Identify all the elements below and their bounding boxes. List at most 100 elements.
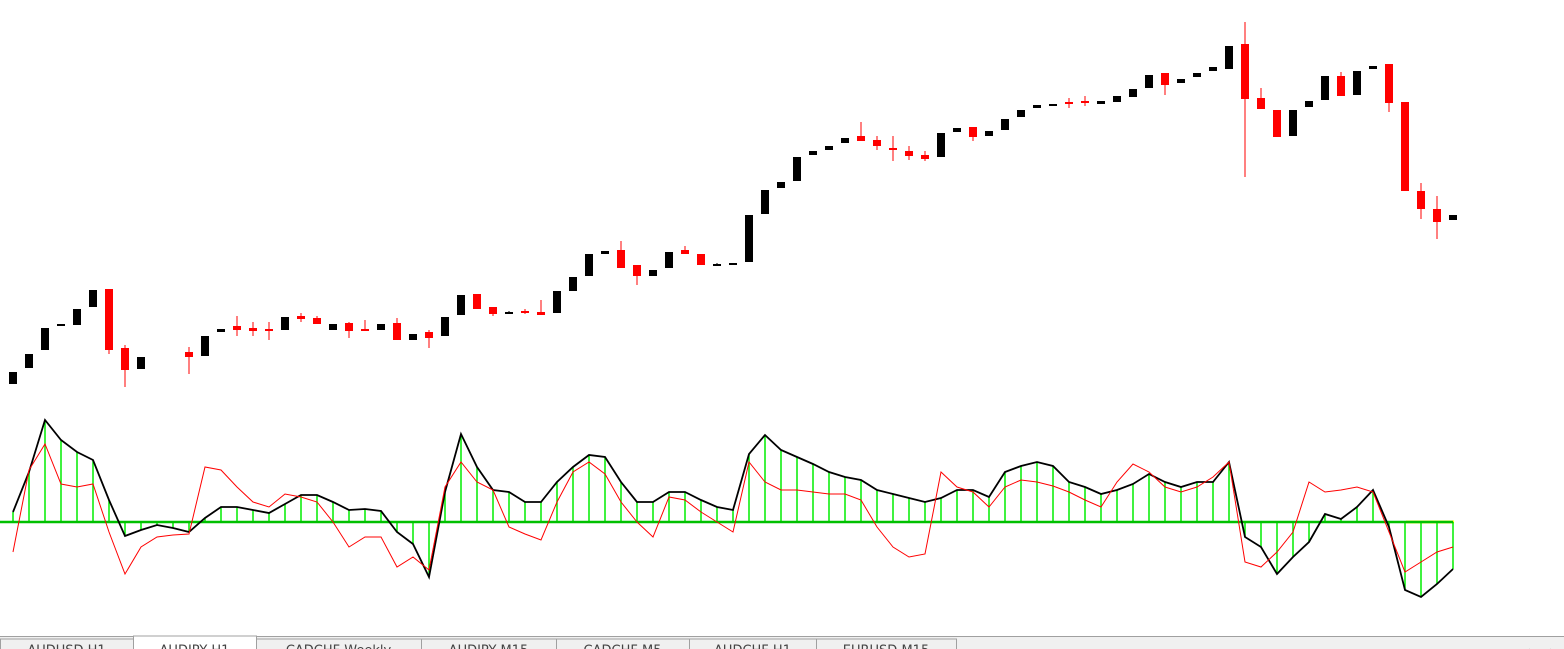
candle-body	[233, 326, 241, 330]
candle-body	[745, 215, 753, 262]
candle-body	[1353, 71, 1361, 95]
candle-body	[1305, 101, 1313, 107]
candle-body	[1273, 110, 1281, 137]
candle-body	[217, 329, 225, 332]
candle-body	[809, 151, 817, 155]
candle-body	[601, 251, 609, 254]
candle-body	[1449, 215, 1457, 220]
tab-label[interactable]: AUDJPY,M15	[449, 644, 529, 649]
candle-body	[681, 250, 689, 254]
candle-body	[953, 128, 961, 132]
candle-body	[121, 348, 129, 370]
candle-body	[457, 295, 465, 315]
candle-body	[889, 148, 897, 150]
candle-body	[1161, 73, 1169, 85]
candle-body	[1289, 110, 1297, 136]
candle-body	[137, 357, 145, 369]
candle-body	[201, 336, 209, 356]
candle-body	[521, 311, 529, 313]
candle-body	[905, 151, 913, 156]
candle-body	[425, 332, 433, 338]
candle-body	[9, 372, 17, 384]
candle-body	[713, 264, 721, 266]
candle-body	[1145, 75, 1153, 88]
candle-body	[569, 277, 577, 291]
scroll-right[interactable]: ›	[1549, 645, 1554, 649]
candle-body	[729, 263, 737, 265]
candle-body	[841, 138, 849, 143]
candle-body	[825, 146, 833, 150]
candle-body	[1033, 105, 1041, 108]
candle-body	[409, 334, 417, 340]
candle-body	[361, 329, 369, 331]
signal-line	[12, 442, 1454, 576]
candle-body	[1209, 67, 1217, 71]
tab-label[interactable]: AUDJPY,H1	[160, 644, 230, 649]
scroll-left[interactable]: ‹	[1525, 645, 1530, 649]
candle-body	[57, 324, 65, 326]
candle-body	[89, 290, 97, 307]
candle-body	[265, 329, 273, 331]
candle-body	[1081, 101, 1089, 103]
candle-body	[1225, 46, 1233, 69]
candle-body	[25, 354, 33, 368]
tab-label[interactable]: CADCHF,Weekly	[286, 644, 392, 649]
candle-body	[1241, 44, 1249, 99]
candle-body	[1385, 64, 1393, 103]
candle-body	[1097, 101, 1105, 104]
candle-body	[393, 323, 401, 340]
candle-body	[969, 127, 977, 137]
candle-body	[937, 133, 945, 157]
candle-body	[873, 140, 881, 146]
candle-body	[617, 250, 625, 268]
candle-body	[585, 254, 593, 276]
candle-body	[281, 317, 289, 330]
candle-body	[1049, 104, 1057, 106]
candle-body	[473, 294, 481, 309]
candle-body	[249, 328, 257, 331]
candle-body	[1369, 66, 1377, 69]
candle-body	[105, 289, 113, 350]
tab-label[interactable]: EURUSD,M15	[843, 644, 929, 649]
candle-body	[633, 265, 641, 276]
candle-body	[1193, 73, 1201, 77]
candle-body	[1177, 79, 1185, 83]
candle-body	[329, 324, 337, 330]
candle-body	[73, 309, 81, 325]
oscillator-line	[12, 418, 1454, 599]
candle-body	[985, 131, 993, 136]
candle-body	[185, 352, 193, 357]
candle-body	[761, 190, 769, 214]
candle-body	[665, 252, 673, 268]
candle-body	[921, 155, 929, 159]
candle-body	[1017, 110, 1025, 117]
candle-body	[313, 318, 321, 324]
candle-body	[649, 270, 657, 276]
candle-body	[1129, 89, 1137, 97]
candle-body	[489, 307, 497, 314]
candle-body	[537, 312, 545, 315]
candle-body	[297, 316, 305, 319]
candle-body	[1337, 76, 1345, 96]
candle-body	[1001, 119, 1009, 130]
candle-body	[1433, 209, 1441, 222]
tab-label[interactable]: CADCHF,M5	[584, 644, 662, 649]
candle-body	[441, 317, 449, 336]
candle-body	[505, 312, 513, 314]
candle-body	[793, 157, 801, 181]
tab-label[interactable]: AUDUSD,H1	[27, 644, 105, 649]
candle-body	[377, 324, 385, 330]
candle-body	[1321, 76, 1329, 100]
candle-body	[553, 291, 561, 313]
candle-body	[1401, 102, 1409, 191]
candle-body	[697, 254, 705, 265]
candle-body	[1257, 98, 1265, 109]
candle-body	[1113, 96, 1121, 102]
candle-body	[345, 323, 353, 331]
candle-body	[857, 136, 865, 141]
tab[interactable]	[816, 638, 957, 649]
candle-body	[41, 328, 49, 350]
tab-label[interactable]: AUDCHF,H1	[714, 644, 791, 649]
